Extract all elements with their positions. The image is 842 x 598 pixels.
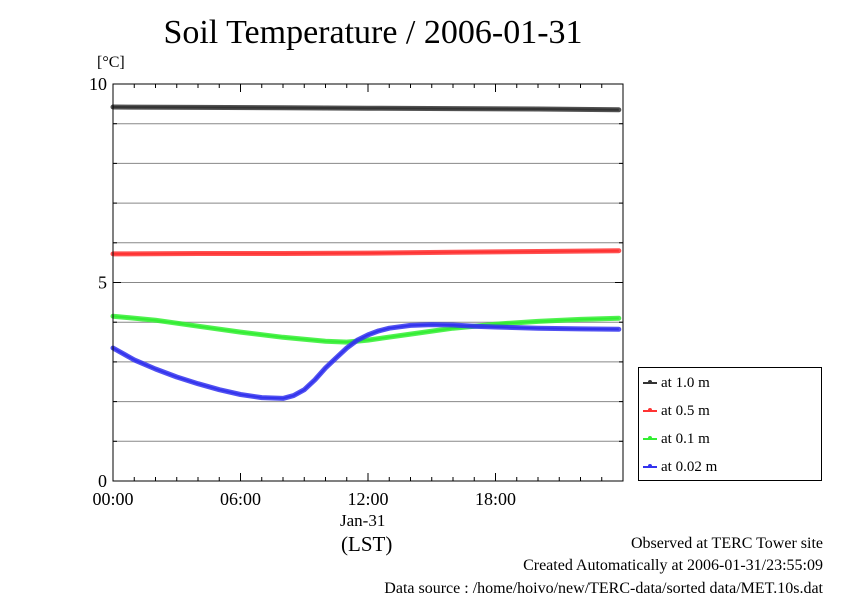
series-line-core	[112, 323, 619, 400]
footer-observed: Observed at TERC Tower site	[630, 535, 823, 552]
x-axis-date-label: Jan-31	[340, 511, 386, 530]
legend-item: at 1.0 m	[643, 372, 710, 394]
x-tick-label: 00:00	[92, 489, 133, 509]
series-line-core	[112, 106, 619, 111]
y-tick-label: 0	[98, 471, 107, 491]
legend-item: at 0.02 m	[643, 456, 717, 478]
x-tick-label: 12:00	[347, 489, 388, 509]
legend-item: at 0.1 m	[643, 428, 710, 450]
legend-swatch	[643, 436, 657, 440]
x-tick-label: 18:00	[475, 489, 516, 509]
x-axis-title: (LST)	[341, 532, 393, 556]
legend-label: at 0.1 m	[661, 430, 710, 447]
legend-swatch	[643, 464, 657, 468]
y-axis-unit: [°C]	[97, 54, 125, 71]
x-tick-label: 06:00	[220, 489, 261, 509]
y-tick-label: 10	[89, 74, 107, 94]
chart-title: Soil Temperature / 2006-01-31	[163, 14, 583, 51]
footer-source: Data source : /home/hoivo/new/TERC-data/…	[384, 580, 823, 597]
footer-created: Created Automatically at 2006-01-31/23:5…	[523, 557, 823, 574]
series-line-core	[112, 249, 619, 255]
legend-swatch	[643, 380, 657, 384]
y-tick-label: 5	[98, 273, 107, 293]
legend-label: at 0.5 m	[661, 402, 710, 419]
legend-label: at 1.0 m	[661, 374, 710, 391]
legend: at 1.0 m at 0.5 m at 0.1 m at 0.02 m	[638, 367, 822, 481]
legend-label: at 0.02 m	[661, 458, 718, 475]
legend-swatch	[643, 408, 657, 412]
legend-item: at 0.5 m	[643, 400, 710, 422]
